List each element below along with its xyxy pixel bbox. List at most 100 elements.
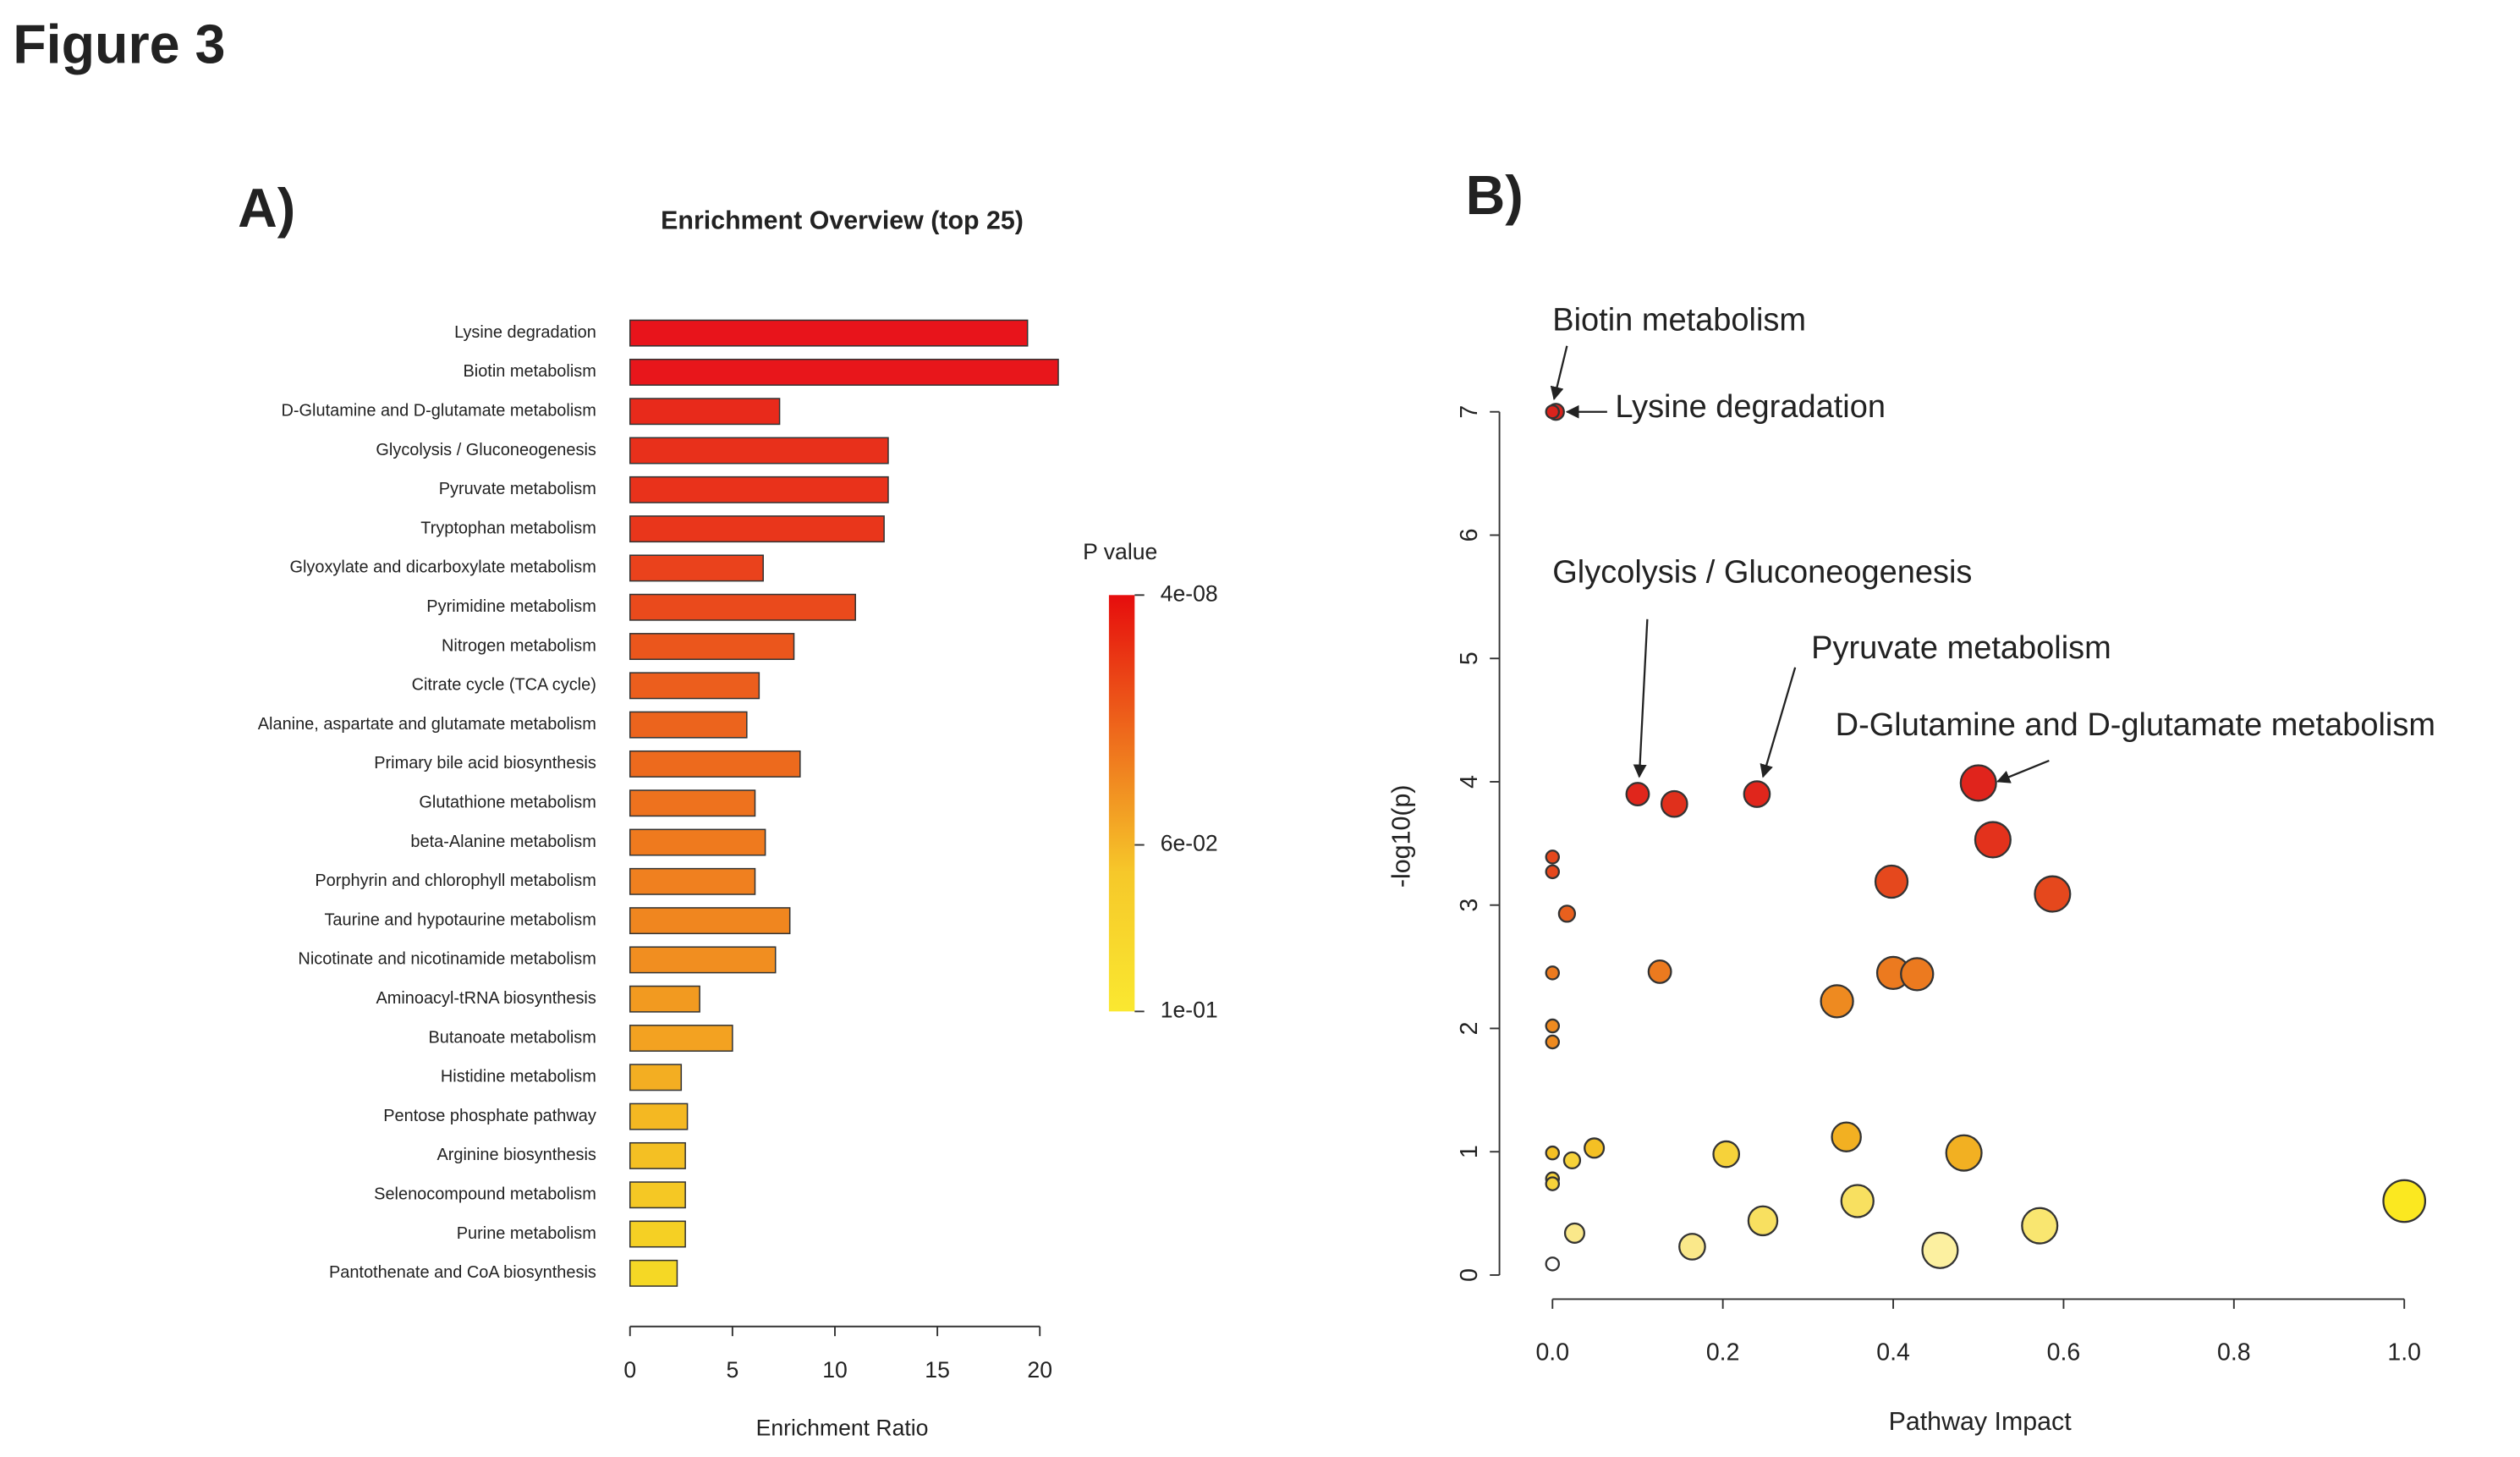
bar [629, 907, 791, 935]
bubble [1545, 1256, 1561, 1272]
y-axis-label: -log10(p) [1387, 785, 1416, 888]
category-label: Histidine metabolism [441, 1068, 596, 1086]
bar [629, 1064, 683, 1091]
category-label: Nicotinate and nicotinamide metabolism [298, 950, 596, 969]
y-tick-label: 7 [1456, 405, 1483, 419]
colorbar-tick-label: 1e-01 [1161, 997, 1218, 1022]
bar [629, 398, 781, 426]
category-label: D-Glutamine and D-glutamate metabolism [282, 401, 596, 420]
colorbar-tick-label: 6e-02 [1161, 831, 1218, 856]
bubble [1647, 959, 1672, 984]
category-label: Pyrimidine metabolism [426, 597, 596, 616]
category-label: Glyoxylate and dicarboxylate metabolism [289, 558, 596, 577]
bar [629, 1102, 689, 1130]
bar [629, 515, 885, 543]
bar [629, 672, 760, 700]
category-label: Nitrogen metabolism [442, 636, 596, 655]
x-tick-label: 1.0 [2387, 1339, 2421, 1366]
y-tick-label: 1 [1456, 1145, 1483, 1158]
x-tick-label: 0 [623, 1357, 636, 1383]
category-label: Alanine, aspartate and glutamate metabol… [258, 715, 596, 734]
category-label: Pantothenate and CoA biosynthesis [329, 1263, 596, 1282]
bar [629, 946, 777, 974]
bar [629, 319, 1029, 347]
bubble [1747, 1205, 1779, 1237]
bubble [1743, 780, 1771, 808]
bubble [1563, 1222, 1585, 1244]
bar [629, 1141, 686, 1169]
bar [629, 633, 795, 660]
category-label: Selenocompound metabolism [374, 1185, 596, 1203]
category-label: Purine metabolism [457, 1224, 596, 1243]
x-tick-label: 0.0 [1535, 1339, 1569, 1366]
bar [629, 476, 889, 503]
bubble [1545, 1145, 1561, 1161]
bar [629, 750, 801, 778]
category-label: Arginine biosynthesis [436, 1146, 596, 1164]
annotation: Pyruvate metabolism [1811, 630, 2111, 666]
category-label: Citrate cycle (TCA cycle) [412, 676, 596, 695]
bar [629, 1259, 678, 1287]
panel-label: A) [238, 178, 295, 239]
y-tick-label: 4 [1456, 775, 1483, 789]
bubble [1840, 1184, 1875, 1218]
bar [629, 711, 748, 739]
x-tick-label: 15 [925, 1357, 950, 1383]
bubble [2382, 1179, 2427, 1223]
bubble [1820, 984, 1854, 1019]
category-label: Pentose phosphate pathway [383, 1107, 596, 1125]
bubble [1712, 1140, 1741, 1168]
x-tick-label: 5 [726, 1357, 738, 1383]
figure-title: Figure 3 [13, 14, 225, 74]
bubble [1584, 1137, 1606, 1159]
category-label: Tryptophan metabolism [420, 519, 596, 537]
bubble [1959, 764, 1997, 802]
bar [629, 1025, 733, 1052]
category-label: beta-Alanine metabolism [410, 833, 596, 851]
bubble [1945, 1134, 1983, 1172]
y-tick-label: 2 [1456, 1022, 1483, 1036]
bubble [1545, 1176, 1561, 1191]
bubble [1921, 1231, 1959, 1269]
bubble [1874, 864, 1909, 899]
annotation: Lysine degradation [1615, 389, 1886, 425]
bubble [1831, 1121, 1862, 1152]
x-tick-label: 20 [1027, 1357, 1052, 1383]
y-tick-label: 0 [1456, 1268, 1483, 1282]
bubble [2021, 1207, 2059, 1245]
x-tick-label: 0.2 [1706, 1339, 1740, 1366]
bubble [1545, 1034, 1561, 1050]
bar [629, 1181, 686, 1209]
bar [629, 358, 1059, 386]
bubble [1678, 1233, 1706, 1261]
x-tick-label: 0.6 [2047, 1339, 2081, 1366]
category-label: Biotin metabolism [463, 362, 596, 381]
annotation: Glycolysis / Gluconeogenesis [1552, 555, 1972, 591]
x-axis-label: Pathway Impact [1889, 1407, 2073, 1436]
bar [629, 554, 764, 582]
bubble [1557, 904, 1577, 923]
annotation-arrow [1550, 345, 1568, 401]
bubble [1545, 849, 1561, 865]
category-label: Lysine degradation [454, 323, 596, 342]
colorbar-tick-label: 4e-08 [1161, 580, 1218, 606]
bubble [1974, 821, 2012, 859]
category-label: Aminoacyl-tRNA biosynthesis [376, 989, 596, 1008]
colorbar [1108, 595, 1135, 1012]
bar [629, 437, 889, 465]
annotation-arrow [1996, 759, 2050, 783]
bubble [1545, 404, 1561, 420]
bar [629, 828, 766, 856]
annotation-arrow [1760, 667, 1797, 778]
category-label: Pyruvate metabolism [439, 480, 596, 498]
x-tick-label: 0.4 [1876, 1339, 1910, 1366]
bubble [2034, 875, 2072, 913]
y-tick-label: 6 [1456, 529, 1483, 542]
bubble [1660, 789, 1688, 818]
bubble [1900, 957, 1935, 992]
annotation: Biotin metabolism [1552, 302, 1806, 338]
y-tick-label: 3 [1456, 899, 1483, 912]
bar [629, 985, 700, 1013]
bubble [1545, 965, 1561, 981]
